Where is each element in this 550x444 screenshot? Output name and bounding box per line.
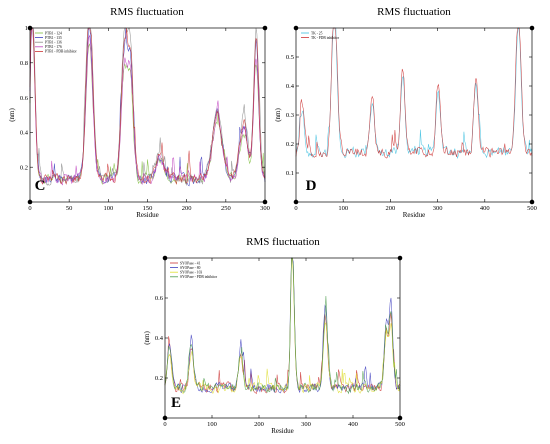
- plot-frame: [295, 27, 533, 203]
- y-tick-label: 0.6: [155, 295, 164, 302]
- y-axis-label: (nm): [8, 108, 16, 122]
- x-tick-label: 50: [66, 205, 73, 212]
- x-tick-label: 100: [338, 205, 348, 212]
- y-tick-label: 0.3: [286, 112, 294, 119]
- x-tick-label: 400: [348, 421, 358, 428]
- series-line-4: [164, 257, 401, 395]
- x-tick-label: 100: [103, 205, 113, 212]
- x-tick-label: 300: [260, 205, 270, 212]
- series-line-3: [164, 257, 401, 395]
- y-tick-label: 0.2: [20, 164, 28, 171]
- x-tick-label: 500: [395, 421, 405, 428]
- series-line-2: [29, 27, 266, 187]
- y-tick-label: 0.4: [286, 83, 295, 90]
- y-tick-label: 0.4: [20, 130, 29, 137]
- x-tick-label: 500: [527, 205, 537, 212]
- panel-letter: D: [306, 178, 317, 194]
- x-tick-label: 200: [386, 205, 396, 212]
- y-tick-label: 1: [25, 25, 28, 32]
- y-tick-label: 0.8: [20, 60, 28, 67]
- y-tick-label: 0.4: [155, 335, 164, 342]
- y-tick-label: 0.6: [20, 95, 29, 102]
- x-tick-label: 100: [207, 421, 217, 428]
- x-tick-label: 150: [143, 205, 153, 212]
- plot-frame: [164, 257, 401, 419]
- legend-entry: SYOPase - 41: [180, 261, 201, 265]
- panel-c: 0 50 100 150 200 250 300 0.2 0.4 0.6 0.8 1 RMS fluct…: [8, 6, 270, 219]
- legend-entry: TK - PDB inhibitor: [311, 36, 340, 40]
- x-tick-label: 300: [433, 205, 443, 212]
- legend-entry: SYOPase - 103: [180, 271, 202, 275]
- x-tick-label: 400: [480, 205, 490, 212]
- panel-d: 0 100 200 300 400 500 0.1 0.2 0.3 0.4 0.5 RMS fluct…: [274, 6, 537, 219]
- x-tick-label: 200: [254, 421, 264, 428]
- y-axis-label: (nm): [143, 331, 151, 345]
- legend-entry: TK - 25: [311, 31, 323, 35]
- legend-entry: PTB1 - 136: [45, 41, 62, 45]
- series-line-1: [295, 27, 533, 159]
- x-tick-label: 0: [294, 205, 297, 212]
- chart-title: RMS fluctuation: [377, 6, 451, 18]
- panel-letter: E: [171, 395, 181, 411]
- y-axis-label: (nm): [274, 108, 282, 122]
- y-tick-label: 0.5: [286, 54, 294, 61]
- legend-entry: PTB1 - PDB inhibitor: [45, 50, 77, 54]
- legend-entry: SYOPase - PDB inhibitor: [180, 275, 218, 279]
- panel-e: 0 100 200 300 400 500 0.2 0.4 0.6 RMS fluctuation…: [143, 236, 405, 435]
- legend-entry: PTB1 - 124: [45, 31, 62, 35]
- legend-entry: PTB1 - 135: [45, 36, 62, 40]
- x-tick-label: 0: [28, 205, 31, 212]
- x-tick-label: 200: [182, 205, 192, 212]
- x-axis-label: Residue: [403, 211, 426, 219]
- legend-entry: PTB1 - 176: [45, 45, 62, 49]
- series-line-1: [164, 257, 401, 395]
- y-tick-label: 0.2: [155, 375, 163, 382]
- chart-title: RMS fluctuation: [110, 6, 184, 18]
- panel-letter: C: [35, 178, 46, 194]
- legend-entry: SYOPase - 80: [180, 266, 201, 270]
- x-axis-label: Residue: [136, 211, 159, 219]
- chart-title: RMS fluctuation: [246, 236, 320, 248]
- x-tick-label: 0: [163, 421, 166, 428]
- series-line-2: [295, 27, 533, 159]
- x-axis-label: Residue: [271, 427, 294, 435]
- y-tick-label: 0.1: [286, 170, 294, 177]
- x-tick-label: 300: [301, 421, 311, 428]
- series-line-5: [29, 27, 266, 185]
- x-tick-label: 250: [221, 205, 231, 212]
- y-tick-label: 0.2: [286, 141, 294, 148]
